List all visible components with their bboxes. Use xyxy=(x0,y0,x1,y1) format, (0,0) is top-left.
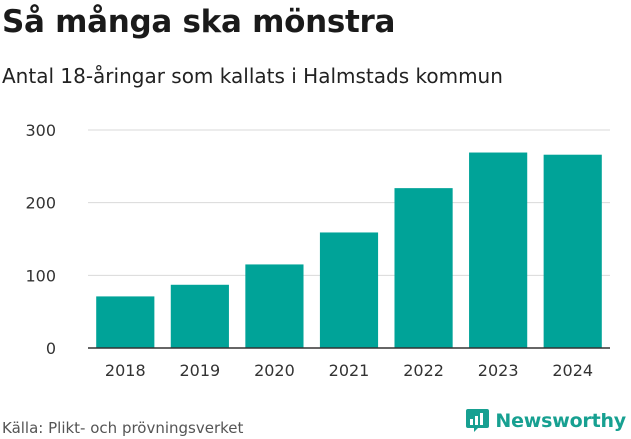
y-tick-label-300: 300 xyxy=(25,121,56,140)
brand-name: Newsworthy xyxy=(495,409,626,432)
bar-2020 xyxy=(245,264,304,348)
bar-2024 xyxy=(543,154,602,348)
chart-title: Så många ska mönstra xyxy=(2,4,396,40)
bar-2021 xyxy=(319,232,379,348)
x-tick-label-2020: 2020 xyxy=(254,361,295,380)
brand-logo: Newsworthy xyxy=(465,408,626,433)
bar-2019 xyxy=(170,284,229,348)
bar-2022 xyxy=(394,188,453,348)
y-tick-label-200: 200 xyxy=(25,194,56,213)
x-tick-label-2023: 2023 xyxy=(478,361,519,380)
y-tick-label-0: 0 xyxy=(46,339,56,358)
bar-2023 xyxy=(469,152,528,348)
source-note: Källa: Plikt- och prövningsverket xyxy=(2,419,244,437)
chart-subtitle: Antal 18-åringar som kallats i Halmstads… xyxy=(2,64,503,88)
x-tick-label-2019: 2019 xyxy=(179,361,220,380)
bar-2018 xyxy=(96,296,155,348)
y-tick-label-100: 100 xyxy=(25,266,56,285)
x-tick-label-2018: 2018 xyxy=(105,361,146,380)
newsworthy-chart-icon xyxy=(466,409,490,432)
x-tick-label-2022: 2022 xyxy=(403,361,444,380)
x-tick-label-2024: 2024 xyxy=(552,361,593,380)
x-tick-label-2021: 2021 xyxy=(329,361,370,380)
